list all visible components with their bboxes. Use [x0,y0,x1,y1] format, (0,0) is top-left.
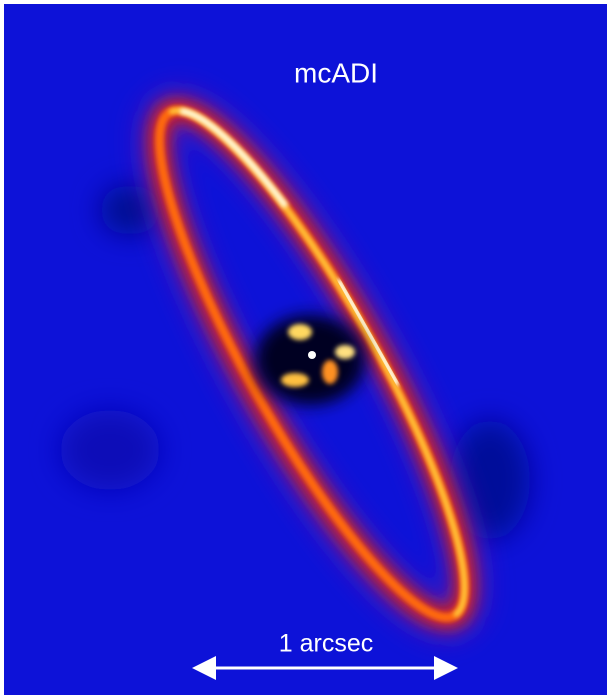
stellar-residuals [255,315,365,405]
image: mcADI 1 arcsec [0,0,611,699]
image-title: mcADI [294,57,378,88]
page: mcADI 1 arcsec (() => { const data = JSO… [0,0,611,699]
scale-bar-label: 1 arcsec [279,630,373,658]
